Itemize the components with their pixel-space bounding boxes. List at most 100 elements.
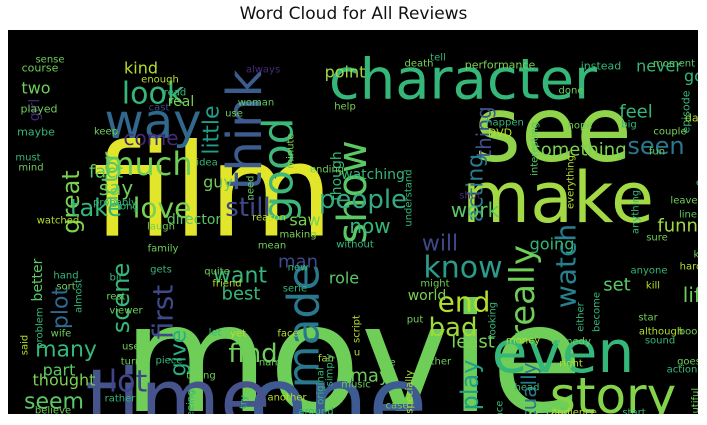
word-script: script	[352, 315, 363, 343]
word-need: need	[246, 176, 257, 201]
word-big: big	[621, 120, 636, 131]
word-point: point	[325, 63, 366, 82]
word-looking: looking	[488, 302, 499, 338]
word-best: best	[222, 284, 261, 305]
word-lot: lot	[109, 365, 148, 400]
word-mean: mean	[258, 241, 286, 252]
word-either: either	[576, 301, 587, 331]
word-kid: kid	[694, 250, 698, 261]
word-thought: thought	[33, 371, 96, 390]
word-may: may	[350, 366, 390, 387]
word-although: although	[639, 327, 683, 338]
word-part: part	[43, 361, 76, 380]
word-funny: funny	[657, 216, 698, 237]
word-director: director	[167, 212, 222, 228]
word-great: great	[57, 170, 85, 233]
word-role: role	[329, 269, 359, 288]
word-saw: saw	[289, 211, 320, 230]
word-laugh: laugh	[147, 222, 175, 233]
word-thing: thing	[472, 106, 496, 157]
word-used: used	[122, 342, 146, 353]
word-go: go	[684, 67, 698, 86]
word-kill: kill	[646, 281, 660, 292]
word-shot: shot	[459, 191, 481, 202]
word-acting: acting	[464, 154, 489, 222]
word-give: give	[167, 330, 192, 377]
word-sound: sound	[645, 336, 675, 347]
word-might: might	[420, 279, 449, 290]
word-sort: sort	[56, 282, 75, 293]
word-will: will	[422, 232, 458, 257]
word-sure: sure	[646, 233, 668, 244]
word-case: case	[386, 401, 409, 412]
word-time: time	[85, 353, 270, 415]
word-course: course	[22, 62, 59, 75]
word-say: say	[99, 176, 134, 200]
word-yet: yet	[230, 329, 246, 340]
cloud-background	[8, 30, 698, 414]
word-scene: scene	[107, 263, 135, 333]
word-put: put	[407, 315, 424, 326]
word-work: work	[451, 198, 500, 222]
word-become: become	[592, 292, 603, 332]
word-made: made	[279, 264, 330, 389]
word-hard: hard	[680, 262, 698, 273]
word-well: well	[697, 230, 699, 286]
word-movie: movie	[123, 273, 584, 414]
word-seen: seen	[627, 132, 684, 160]
word-rest: rest	[106, 292, 125, 303]
word-minute: minute	[286, 133, 297, 168]
word-without: without	[336, 240, 374, 251]
word-long: long	[117, 202, 139, 213]
word-still: still	[225, 193, 270, 223]
word-nothing: nothing	[697, 115, 698, 168]
word-family: family	[148, 244, 179, 255]
word-quite: quite	[204, 267, 230, 278]
word-star: star	[638, 313, 658, 324]
word-think: think	[217, 69, 273, 190]
word-woman: woman	[238, 98, 275, 109]
word-look: look	[122, 77, 185, 112]
word-make: make	[462, 157, 654, 239]
word-fact: fact	[89, 162, 123, 183]
word-played: played	[20, 103, 57, 116]
word-now: now	[349, 214, 390, 238]
word-set: set	[603, 275, 631, 296]
word-least: least	[451, 332, 495, 353]
word-character: character	[329, 48, 598, 113]
word-understand: understand	[404, 169, 415, 226]
word-bit: bit	[109, 273, 122, 284]
word-watching: watching	[341, 167, 405, 183]
word-ending: ending	[310, 165, 344, 176]
word-seem: seem	[24, 390, 84, 415]
word-use: use	[225, 109, 243, 120]
word-leave: leave	[670, 196, 697, 207]
word-friend: friend	[212, 279, 241, 290]
word-end: end	[438, 286, 491, 319]
word-sense: sense	[35, 55, 64, 66]
word-much: much	[103, 145, 192, 183]
word-world: world	[408, 288, 447, 304]
word-mind: mind	[18, 163, 43, 174]
word-play: play	[456, 360, 484, 411]
word-done: done	[559, 86, 584, 97]
word-find: find	[228, 339, 277, 369]
word-almost: almost	[74, 279, 85, 313]
word-moment: moment	[653, 59, 695, 70]
word-interesting: interesting	[530, 122, 541, 176]
word-rather: rather	[105, 394, 137, 405]
word-day: day	[685, 112, 698, 125]
word-audience: audience	[551, 408, 597, 415]
word-live: live	[378, 358, 396, 369]
word-though: though	[329, 151, 345, 201]
word-even: even	[492, 318, 634, 386]
word-start: start	[622, 408, 645, 415]
word-tell: tell	[430, 53, 446, 64]
word-try: try	[239, 395, 250, 409]
word-story: story	[550, 367, 676, 414]
word-man: man	[278, 252, 318, 273]
word-wife: wife	[51, 329, 72, 340]
word-line: line	[679, 210, 697, 221]
word-two: two	[21, 79, 50, 98]
